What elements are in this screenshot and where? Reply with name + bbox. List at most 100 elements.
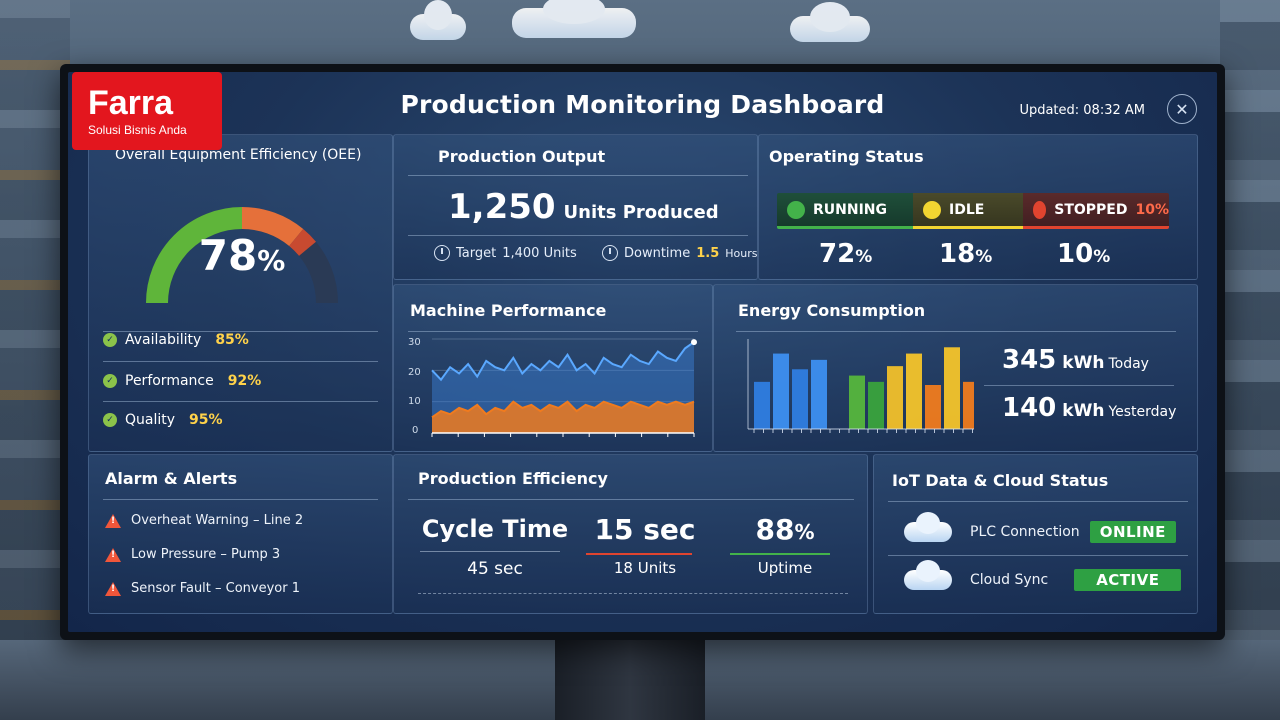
energy-bar [944, 347, 960, 429]
iot-label: PLC Connection [970, 524, 1080, 540]
oee-metric-quality: ✓ Quality 95% [103, 412, 223, 428]
metric-value: 92% [227, 373, 262, 389]
downtime-row: Downtime 1.5 Hours [602, 245, 757, 261]
eff-divider [420, 551, 560, 552]
target-label: Target [456, 245, 497, 261]
status-running: RUNNING [777, 193, 913, 229]
energy-yesterday-unit: kWh [1062, 401, 1105, 421]
energy-today-label: Today [1108, 356, 1149, 372]
oee-metric-availability: ✓ Availability 85% [103, 332, 249, 348]
pct-unit: % [855, 247, 873, 267]
alarm-item[interactable]: Overheat Warning – Line 2 [105, 513, 303, 528]
downtime-value: 1.5 [696, 245, 720, 261]
oee-value-number: 78 [198, 231, 258, 280]
uptime-unit: % [794, 520, 815, 544]
energy-yesterday: 140 kWh Yesterday [1002, 393, 1176, 423]
status-label: STOPPED [1054, 201, 1128, 218]
brand-logo: Farra Solusi Bisnis Anda [72, 72, 222, 150]
energy-today-value: 345 [1002, 345, 1057, 375]
cloud-sync-row: Cloud Sync ACTIVE [904, 560, 1182, 591]
energy-today: 345 kWh Today [1002, 345, 1149, 375]
oee-metric-performance: ✓ Performance 92% [103, 373, 261, 389]
production-output-title: Production Output [438, 147, 606, 166]
target-value: 1,400 Units [502, 245, 577, 261]
check-icon: ✓ [103, 413, 117, 427]
y-tick: 30 [408, 337, 421, 348]
energy-today-unit: kWh [1062, 353, 1105, 373]
oee-divider [103, 331, 378, 332]
cloud-icon [904, 512, 952, 542]
stopped-pct: 10% [1057, 239, 1110, 269]
background-left-factory [0, 0, 70, 720]
gauge-red-segment [289, 229, 316, 256]
mp-divider [408, 331, 698, 332]
alarm-text: Overheat Warning – Line 2 [131, 513, 304, 528]
energy-bar [868, 381, 884, 429]
online-badge: ONLINE [1089, 521, 1176, 543]
uptime-underline [730, 553, 830, 555]
cloud-icon [790, 2, 870, 42]
energy-divider [984, 385, 1174, 386]
y-tick: 0 [412, 425, 419, 436]
running-pct: 72% [819, 239, 872, 269]
active-badge: ACTIVE [1074, 569, 1182, 591]
eff-divider [408, 499, 854, 500]
energy-title: Energy Consumption [738, 301, 926, 320]
iot-title: IoT Data & Cloud Status [892, 471, 1109, 490]
target-icon [434, 245, 450, 261]
operating-status-panel: Operating Status RUNNING IDLE STOPPED 10… [758, 134, 1198, 280]
energy-bar [925, 385, 941, 429]
downtime-unit: Hours [725, 246, 758, 260]
dashboard-screen: Production Monitoring Dashboard Updated:… [68, 72, 1217, 632]
monitor: Production Monitoring Dashboard Updated:… [60, 64, 1225, 640]
cloud-icon [512, 0, 636, 38]
energy-bar [792, 369, 808, 429]
pct-value: 18 [939, 239, 976, 269]
energy-chart [747, 339, 974, 433]
brand-tagline: Solusi Bisnis Anda [88, 123, 187, 137]
series-line [431, 341, 695, 382]
warning-icon [105, 547, 121, 562]
energy-bar [963, 381, 974, 429]
plc-connection-row: PLC Connection ONLINE [904, 512, 1176, 543]
units-produced: 1,250 Units Produced [448, 187, 719, 227]
updated-time: Updated: 08:32 AM [1019, 103, 1145, 118]
iot-label: Cloud Sync [970, 572, 1049, 588]
cloud-sync-icon [904, 560, 952, 590]
alarms-title: Alarm & Alerts [105, 469, 238, 488]
metric-value: 85% [215, 332, 249, 348]
warning-icon [105, 581, 121, 596]
machine-performance-panel: Machine Performance 30 20 10 0 [393, 284, 713, 452]
energy-bar [906, 353, 922, 429]
energy-bar [887, 366, 903, 429]
energy-bar [754, 381, 770, 429]
series-line [431, 400, 695, 419]
alarm-item[interactable]: Sensor Fault – Conveyor 1 [105, 581, 300, 596]
target-row: Target 1,400 Units [434, 245, 577, 261]
metric-label: Availability [125, 332, 202, 348]
energy-bar [811, 359, 827, 429]
gauge-green-segment [146, 207, 243, 304]
alarms-divider [103, 499, 378, 500]
output-divider [408, 235, 748, 236]
oee-divider [103, 361, 378, 362]
units-value: 1,250 [448, 187, 556, 227]
status-bar: RUNNING IDLE STOPPED 10% [777, 193, 1169, 229]
iot-divider [888, 555, 1188, 556]
alarm-item[interactable]: Low Pressure – Pump 3 [105, 547, 280, 562]
production-output-panel: Production Output 1,250 Units Produced Ta… [393, 134, 758, 280]
operating-status-title: Operating Status [769, 147, 924, 166]
close-button[interactable]: ✕ [1167, 94, 1197, 124]
metric-label: Quality [125, 412, 176, 428]
status-stopped: STOPPED 10% [1023, 193, 1169, 229]
oee-value: 78% [177, 231, 307, 280]
status-label: RUNNING [813, 201, 887, 218]
eff-dotted-divider [418, 593, 848, 594]
page-title: Production Monitoring Dashboard [400, 90, 885, 119]
gauge-orange-segment [241, 207, 304, 247]
cycle-time-label: Cycle Time [421, 515, 569, 543]
units-label: Units Produced [563, 202, 719, 223]
alarm-text: Sensor Fault – Conveyor 1 [131, 581, 301, 596]
oee-title: Overall Equipment Efficiency (OEE) [115, 147, 362, 163]
status-label: IDLE [949, 201, 985, 218]
